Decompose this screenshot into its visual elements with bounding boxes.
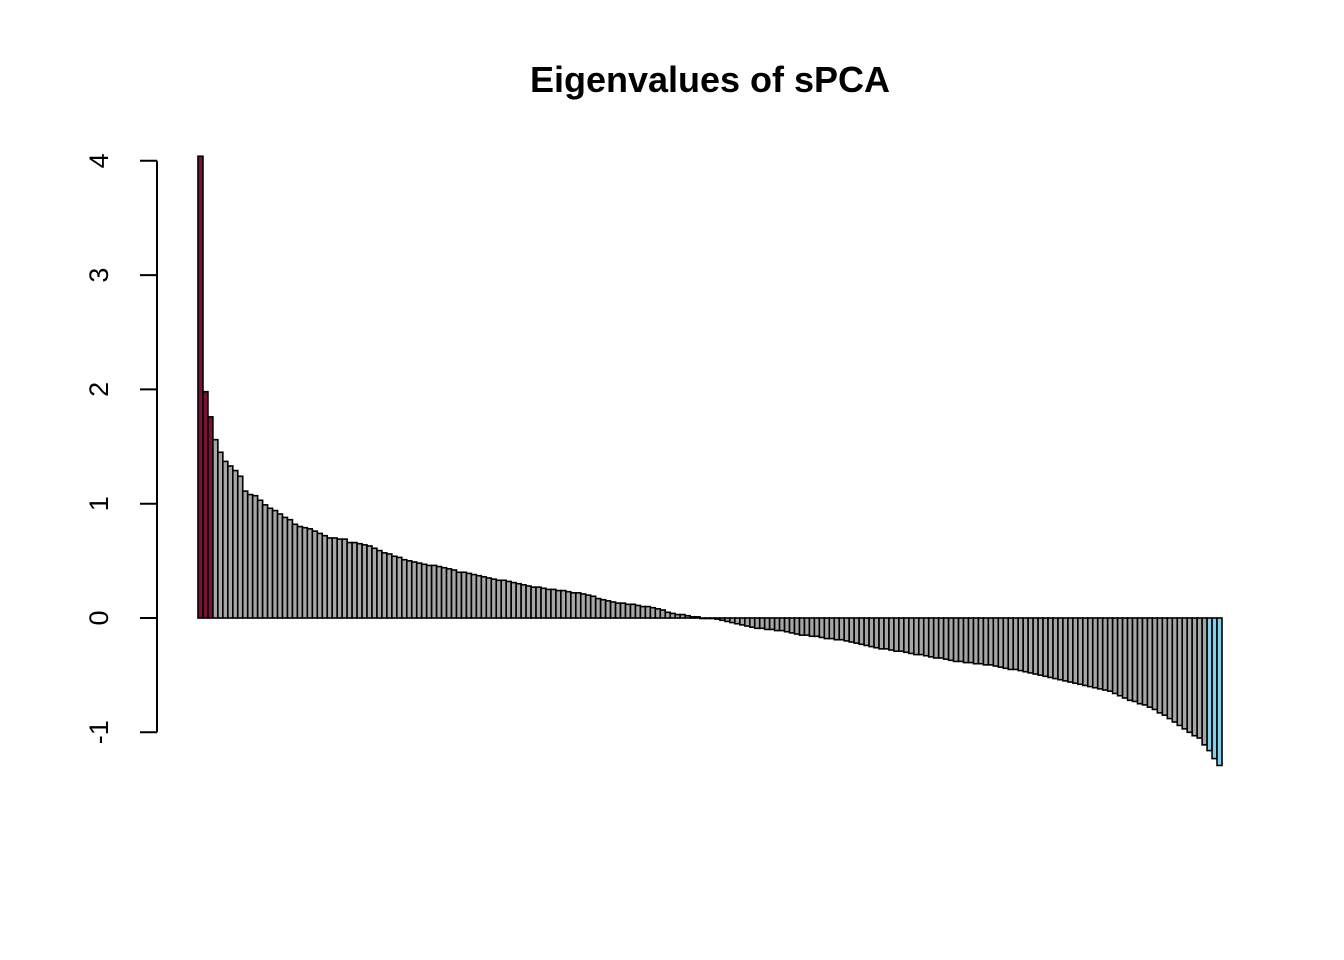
y-tick-label: 1 (84, 496, 114, 511)
eigenvalue-bar (1216, 617, 1223, 767)
y-tick-label: 3 (84, 268, 114, 283)
bars-group (197, 155, 1223, 767)
y-tick-label: 2 (84, 382, 114, 397)
eigenvalue-bar (197, 155, 204, 619)
chart-title: Eigenvalues of sPCA (530, 59, 890, 100)
y-tick-label: 0 (84, 610, 114, 625)
y-tick-label: -1 (84, 720, 114, 744)
y-axis: -1 0 1 2 3 4 (84, 153, 158, 744)
y-tick-label: 4 (84, 153, 114, 168)
